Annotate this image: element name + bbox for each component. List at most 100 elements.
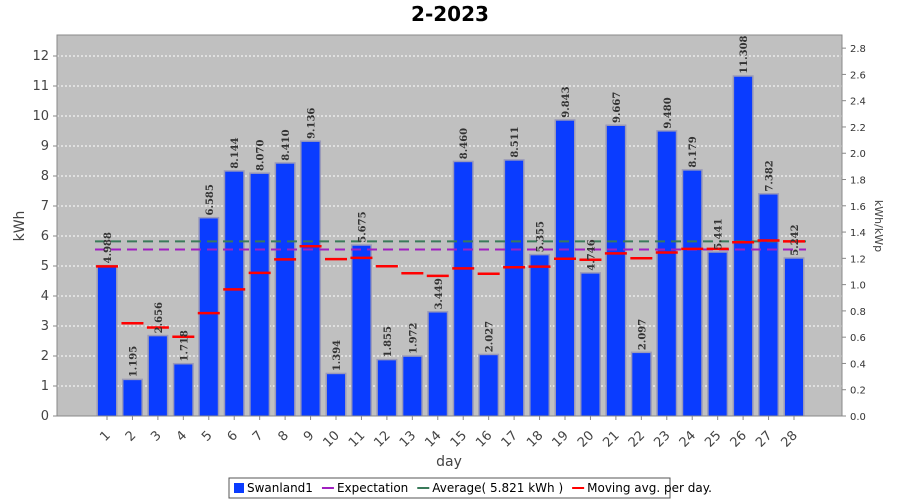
y-tick-label: 8 bbox=[41, 169, 49, 184]
bar bbox=[785, 258, 803, 416]
y2-tick-label: 0.0 bbox=[850, 412, 866, 423]
data-label: 11.308 bbox=[739, 35, 750, 73]
y2-tick-label: 2.0 bbox=[850, 149, 866, 160]
data-labels: 4.988 1.195 2.656 1.718 6.585 8.144 8.070 8.410… bbox=[103, 35, 801, 377]
bar bbox=[530, 255, 549, 416]
data-label: 1.855 bbox=[383, 326, 394, 357]
bar bbox=[377, 360, 396, 416]
legend-label: Average( 5.821 kWh ) bbox=[432, 481, 563, 495]
data-label: 1.718 bbox=[179, 330, 190, 361]
y-tick-label: 7 bbox=[41, 199, 49, 214]
legend-label: Moving avg. per day. bbox=[587, 481, 712, 495]
y2-tick-label: 2.8 bbox=[850, 44, 866, 55]
y-tick-label: 9 bbox=[41, 139, 49, 154]
legend-label: Expectation bbox=[337, 481, 408, 495]
bar bbox=[403, 356, 422, 416]
data-label: 7.382 bbox=[765, 160, 776, 191]
data-label: 8.179 bbox=[688, 136, 699, 167]
data-label: 2.097 bbox=[637, 319, 648, 350]
y-tick-label: 1 bbox=[41, 379, 49, 394]
data-label: 1.394 bbox=[332, 340, 343, 371]
grid bbox=[57, 55, 842, 387]
y-tick-label: 12 bbox=[32, 49, 49, 64]
y-axis-label: kWh bbox=[12, 211, 28, 242]
bar bbox=[606, 125, 625, 417]
y2-tick-label: 0.2 bbox=[850, 386, 866, 397]
y-tick-label: 10 bbox=[32, 109, 49, 124]
y-axis-right: 0.0 0.2 0.4 0.6 0.8 1.0 1.2 1.4 1.6 1.8 2.0 2.2 2.4 2… bbox=[841, 35, 866, 423]
data-label: 8.144 bbox=[230, 137, 241, 168]
data-label: 9.667 bbox=[612, 92, 623, 123]
y-tick-label: 4 bbox=[41, 289, 49, 304]
data-label: 1.972 bbox=[408, 322, 419, 353]
bar bbox=[352, 245, 371, 416]
bar bbox=[759, 194, 778, 416]
bar bbox=[708, 252, 727, 416]
y2-tick-label: 0.6 bbox=[850, 333, 866, 344]
legend-label: Swanland1 bbox=[247, 481, 313, 495]
data-label: 5.355 bbox=[536, 221, 547, 252]
legend: Swanland1 Expectation Average( 5.821 kWh )… bbox=[228, 477, 712, 499]
y-tick-label: 2 bbox=[41, 349, 49, 364]
y2-tick-label: 1.2 bbox=[850, 254, 866, 265]
legend-box bbox=[228, 477, 671, 499]
y2-tick-label: 1.8 bbox=[850, 176, 866, 187]
legend-swatch bbox=[234, 483, 244, 493]
bar bbox=[225, 171, 244, 416]
y-tick-label: 5 bbox=[41, 259, 49, 274]
y-tick-label: 11 bbox=[32, 79, 49, 94]
bar bbox=[454, 162, 473, 416]
data-label: 9.136 bbox=[307, 108, 318, 139]
bar bbox=[276, 163, 295, 416]
y-tick-label: 6 bbox=[41, 229, 49, 244]
y2-tick-label: 2.4 bbox=[850, 97, 866, 108]
data-label: 5.441 bbox=[714, 218, 725, 249]
y2-tick-label: 1.6 bbox=[850, 202, 866, 213]
data-label: 8.460 bbox=[459, 128, 470, 159]
bar bbox=[98, 266, 116, 416]
data-label: 4.746 bbox=[586, 239, 597, 270]
data-label: 2.656 bbox=[154, 302, 165, 333]
bar bbox=[174, 364, 193, 416]
bar bbox=[250, 173, 269, 416]
bar bbox=[479, 355, 498, 416]
bar bbox=[199, 218, 218, 416]
data-label: 9.480 bbox=[663, 97, 674, 128]
y-tick-label: 3 bbox=[41, 319, 49, 334]
y2-tick-label: 2.2 bbox=[850, 123, 866, 134]
y-tick-label: 0 bbox=[41, 409, 49, 424]
data-label: 6.585 bbox=[205, 184, 216, 215]
bar bbox=[657, 131, 676, 416]
moving-average-markers bbox=[96, 239, 805, 339]
bars bbox=[96, 75, 805, 417]
data-label: 8.410 bbox=[281, 129, 292, 160]
bar bbox=[505, 160, 524, 416]
x-axis-label: day bbox=[436, 454, 462, 470]
chart-title: 2-2023 bbox=[411, 2, 489, 26]
bar bbox=[683, 170, 702, 416]
bar bbox=[581, 273, 600, 416]
y2-axis-label: kWh/kWp bbox=[872, 200, 885, 252]
data-label: 2.027 bbox=[485, 321, 496, 352]
data-label: 4.988 bbox=[103, 232, 114, 263]
y2-tick-label: 2.6 bbox=[850, 70, 866, 81]
bar bbox=[148, 336, 167, 416]
data-label: 5.675 bbox=[357, 211, 368, 242]
data-label: 9.843 bbox=[561, 86, 572, 117]
y2-tick-label: 0.8 bbox=[850, 307, 866, 318]
y2-tick-label: 1.0 bbox=[850, 281, 866, 292]
bar bbox=[301, 141, 320, 417]
data-label: 1.195 bbox=[128, 346, 139, 377]
bar bbox=[734, 76, 753, 416]
data-label: 8.070 bbox=[256, 140, 267, 171]
y2-tick-label: 0.4 bbox=[850, 359, 866, 370]
y2-tick-label: 1.4 bbox=[850, 228, 866, 239]
bar bbox=[327, 374, 345, 416]
data-label: 8.511 bbox=[510, 126, 521, 157]
data-label: 3.449 bbox=[434, 278, 445, 309]
bar bbox=[632, 353, 651, 416]
bar bbox=[123, 380, 142, 416]
